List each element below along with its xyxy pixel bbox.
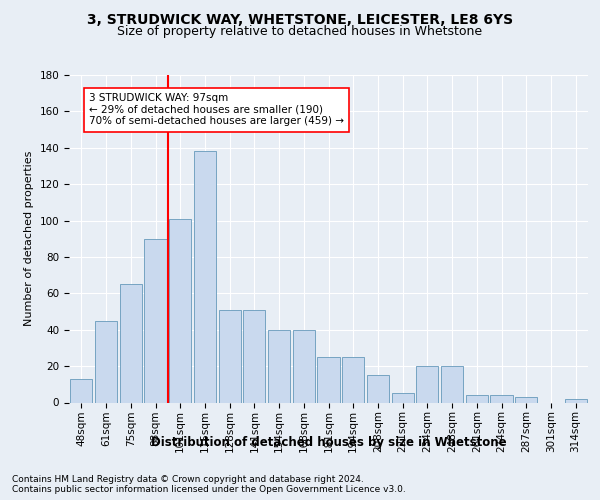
Text: 3 STRUDWICK WAY: 97sqm
← 29% of detached houses are smaller (190)
70% of semi-de: 3 STRUDWICK WAY: 97sqm ← 29% of detached… — [89, 93, 344, 126]
Bar — [466, 395, 488, 402]
Bar — [441, 366, 463, 403]
Bar — [268, 330, 290, 402]
Y-axis label: Number of detached properties: Number of detached properties — [24, 151, 34, 326]
Bar — [293, 330, 315, 402]
Bar — [342, 357, 364, 403]
Text: Contains HM Land Registry data © Crown copyright and database right 2024.: Contains HM Land Registry data © Crown c… — [12, 474, 364, 484]
Bar — [565, 399, 587, 402]
Bar — [194, 152, 216, 402]
Bar — [367, 375, 389, 402]
Bar — [243, 310, 265, 402]
Text: Contains public sector information licensed under the Open Government Licence v3: Contains public sector information licen… — [12, 484, 406, 494]
Bar — [169, 218, 191, 402]
Bar — [145, 239, 167, 402]
Bar — [70, 379, 92, 402]
Bar — [490, 395, 512, 402]
Bar — [95, 320, 117, 402]
Text: Size of property relative to detached houses in Whetstone: Size of property relative to detached ho… — [118, 25, 482, 38]
Text: Distribution of detached houses by size in Whetstone: Distribution of detached houses by size … — [151, 436, 506, 449]
Bar — [218, 310, 241, 402]
Text: 3, STRUDWICK WAY, WHETSTONE, LEICESTER, LE8 6YS: 3, STRUDWICK WAY, WHETSTONE, LEICESTER, … — [87, 12, 513, 26]
Bar — [317, 357, 340, 403]
Bar — [416, 366, 439, 403]
Bar — [515, 397, 538, 402]
Bar — [119, 284, 142, 403]
Bar — [392, 394, 414, 402]
